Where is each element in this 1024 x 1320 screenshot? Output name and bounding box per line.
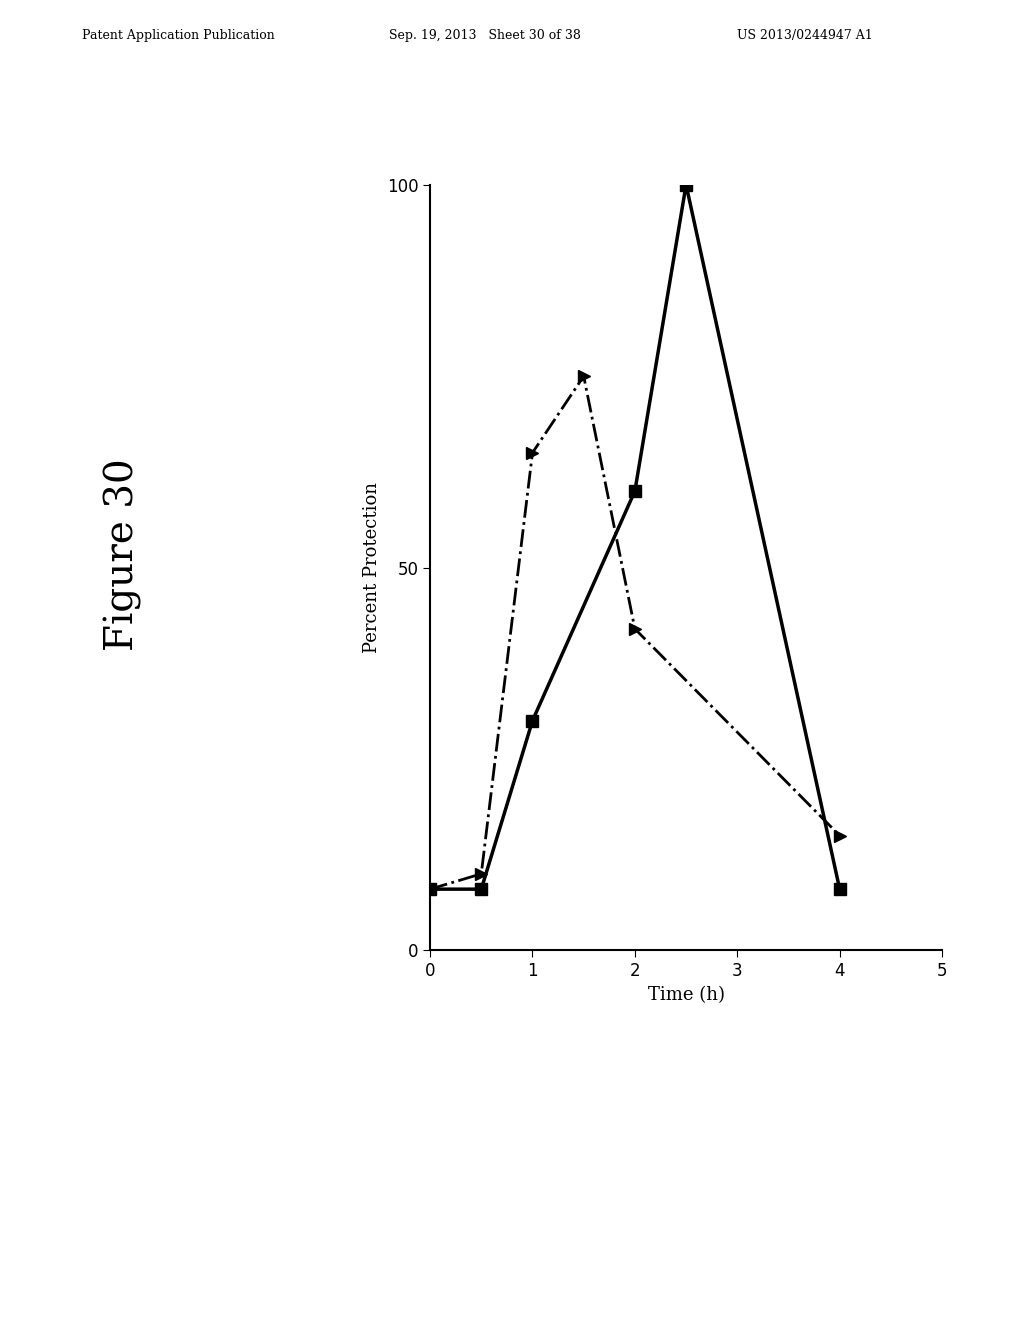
- Y-axis label: Percent Protection: Percent Protection: [364, 482, 381, 653]
- Text: Patent Application Publication: Patent Application Publication: [82, 29, 274, 42]
- Text: Sep. 19, 2013   Sheet 30 of 38: Sep. 19, 2013 Sheet 30 of 38: [389, 29, 581, 42]
- Text: Figure 30: Figure 30: [103, 458, 142, 651]
- X-axis label: Time (h): Time (h): [647, 986, 725, 1003]
- Text: US 2013/0244947 A1: US 2013/0244947 A1: [737, 29, 873, 42]
